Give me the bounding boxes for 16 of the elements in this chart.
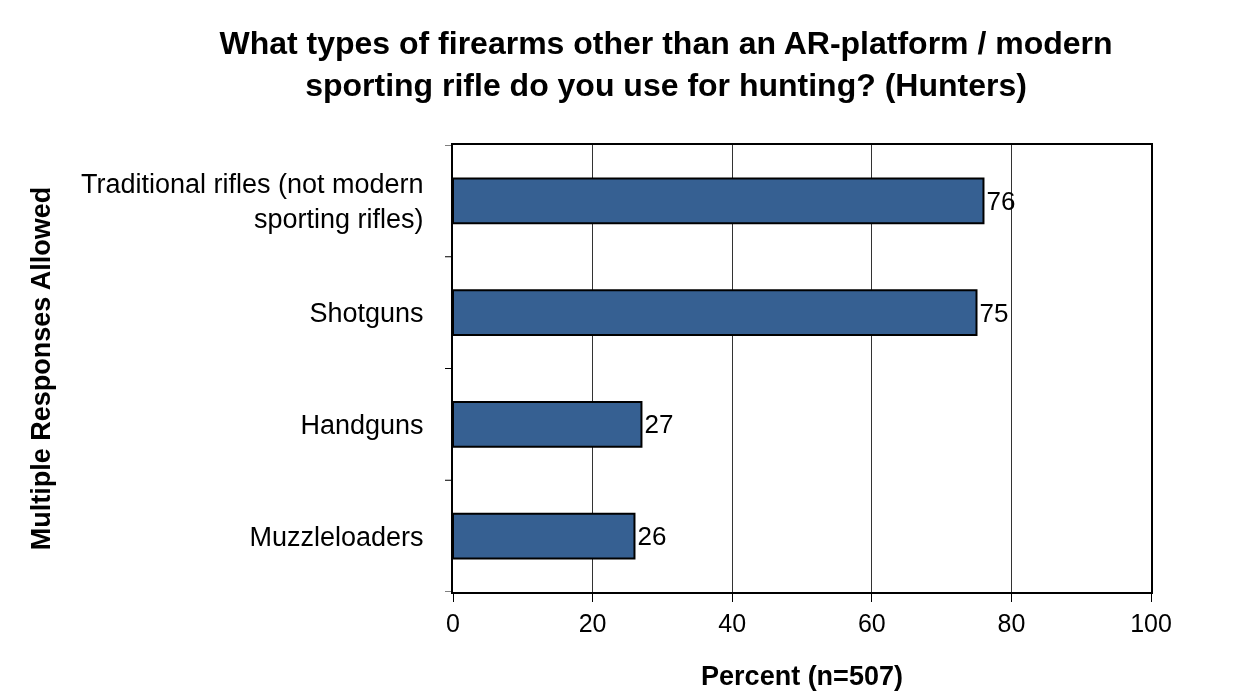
y-tick-label: Handguns (300, 409, 424, 440)
x-tick-label: 20 (578, 609, 607, 637)
x-tick-label: 40 (718, 609, 747, 637)
x-axis-title: Percent (n=507) (701, 660, 903, 691)
data-label: 75 (979, 297, 1009, 328)
x-tick-label: 0 (446, 609, 460, 637)
y-tick-label: Muzzleloaders (249, 521, 424, 552)
y-axis-title: Multiple Responses Allowed (26, 186, 57, 551)
chart-title: What types of firearms other than an AR-platform / modern sporting rifle do you use for hunting? (Hunters) (219, 25, 1113, 103)
data-label: 27 (644, 409, 674, 440)
x-tick-label: 80 (997, 609, 1026, 637)
y-tick-label: Traditional rifles (not modern sporting rifles) (80, 168, 424, 234)
data-label: 26 (637, 521, 667, 552)
x-tick-label: 100 (1130, 609, 1172, 637)
y-tick-label: Shotguns (309, 298, 424, 329)
x-tick-label: 60 (857, 609, 886, 637)
